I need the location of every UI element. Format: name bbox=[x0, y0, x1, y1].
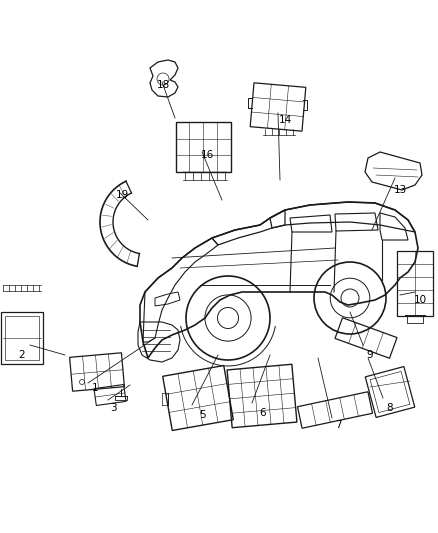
Text: 7: 7 bbox=[335, 420, 341, 430]
Text: 10: 10 bbox=[413, 295, 427, 305]
Text: 2: 2 bbox=[19, 350, 25, 360]
Text: 13: 13 bbox=[393, 185, 406, 195]
Text: 5: 5 bbox=[199, 410, 205, 420]
Text: 1: 1 bbox=[92, 383, 98, 393]
Text: 6: 6 bbox=[260, 408, 266, 418]
Text: 14: 14 bbox=[279, 115, 292, 125]
Text: 18: 18 bbox=[156, 80, 170, 90]
Text: 16: 16 bbox=[200, 150, 214, 160]
Text: 9: 9 bbox=[367, 350, 373, 360]
Text: 19: 19 bbox=[115, 190, 129, 200]
Text: 8: 8 bbox=[387, 403, 393, 413]
Text: 3: 3 bbox=[110, 403, 117, 413]
